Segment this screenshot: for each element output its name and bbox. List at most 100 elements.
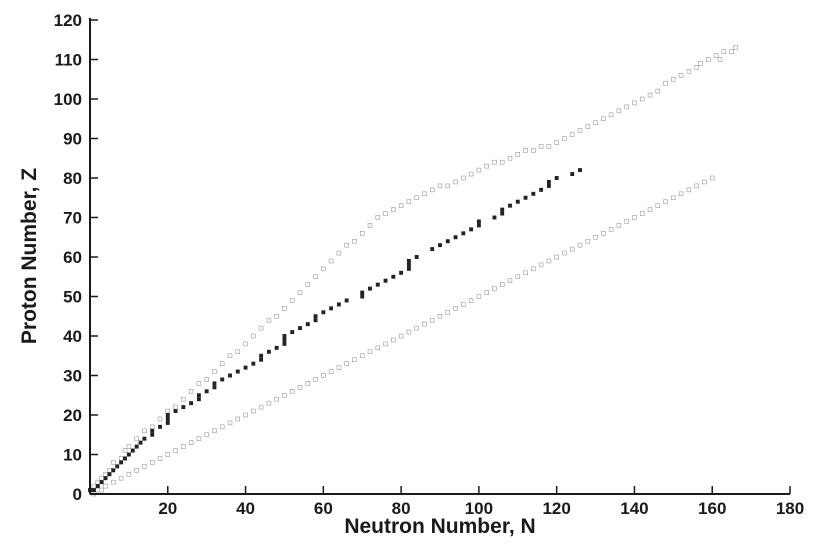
- known-nuclide-marker: [95, 479, 101, 485]
- known-nuclide-marker: [538, 262, 544, 268]
- known-nuclide-marker: [484, 290, 489, 295]
- y-tick-label: 0: [73, 485, 82, 504]
- known-nuclide-marker: [235, 416, 241, 422]
- known-nuclide-marker: [663, 80, 668, 86]
- stable-nuclide-marker: [445, 239, 450, 244]
- tick-layer: 20 40 60 80 100 120 140 160 180 0 10 20 30 40 50 60 70 80…: [54, 11, 805, 518]
- stable-nuclide-marker: [243, 365, 248, 370]
- known-nuclide-marker: [391, 337, 396, 343]
- stable-nuclide-marker: [430, 247, 435, 252]
- known-nuclide-marker: [608, 227, 614, 232]
- known-nuclide-marker: [515, 274, 521, 280]
- y-tick-label: 100: [54, 90, 82, 109]
- stable-nuclide-marker: [196, 393, 201, 398]
- known-nuclide-marker: [686, 69, 692, 74]
- known-nuclide-marker: [523, 148, 528, 153]
- known-nuclide-marker: [375, 215, 381, 220]
- known-nuclide-marker: [251, 408, 256, 414]
- stable-nuclide-marker: [329, 306, 334, 311]
- known-nuclide-marker: [562, 136, 567, 141]
- known-nuclide-marker: [227, 420, 233, 426]
- known-nuclide-marker: [678, 73, 684, 78]
- stable-nuclide-marker: [290, 330, 295, 335]
- known-nuclide-marker: [258, 404, 264, 410]
- stable-nuclide-marker: [158, 424, 162, 429]
- known-nuclide-marker: [313, 274, 318, 280]
- known-nuclide-marker: [103, 483, 108, 489]
- known-nuclide-marker: [274, 313, 279, 319]
- stable-nuclide-marker: [123, 456, 127, 461]
- y-tick-label: 20: [63, 406, 82, 425]
- known-nuclide-marker: [266, 317, 272, 323]
- known-nuclide-marker: [398, 333, 404, 339]
- stable-nuclide-marker: [130, 448, 135, 453]
- known-nuclide-marker: [507, 278, 513, 283]
- known-nuclide-marker: [157, 456, 163, 461]
- stable-nuclide-marker: [461, 231, 466, 236]
- known-nuclide-marker: [593, 120, 598, 125]
- stable-nuclide-marker: [181, 405, 186, 410]
- known-nuclide-marker: [531, 266, 536, 272]
- known-nuclide-marker: [219, 361, 225, 366]
- stable-nuclide-marker: [282, 337, 287, 342]
- known-nuclide-marker: [531, 148, 536, 153]
- known-nuclide-marker: [118, 475, 124, 481]
- x-tick-label: 160: [698, 499, 726, 518]
- known-nuclide-marker: [243, 412, 248, 418]
- stable-nuclide-marker: [95, 484, 100, 489]
- stable-nuclide-marker: [266, 349, 271, 354]
- known-nuclide-marker: [663, 199, 668, 204]
- stable-nuclide-marker: [523, 195, 528, 200]
- known-nuclide-marker: [165, 452, 171, 457]
- known-nuclide-marker: [321, 266, 326, 272]
- known-nuclide-marker: [328, 258, 334, 264]
- stable-nuclide-marker: [142, 436, 147, 441]
- known-nuclide-marker: [375, 345, 381, 351]
- known-nuclide-marker: [398, 203, 404, 208]
- known-nuclide-marker: [142, 428, 147, 434]
- known-nuclide-marker: [359, 353, 365, 359]
- x-tick-label: 120: [542, 499, 570, 518]
- stable-nuclide-marker: [321, 310, 326, 315]
- known-nuclide-marker: [585, 124, 591, 129]
- stable-nuclide-marker: [165, 413, 170, 417]
- known-nuclide-marker: [655, 88, 661, 94]
- known-nuclide-marker: [297, 290, 303, 295]
- known-nuclide-marker: [111, 479, 116, 485]
- stable-nuclide-marker: [476, 219, 481, 224]
- known-nuclide-marker: [414, 195, 419, 201]
- known-nuclide-marker: [686, 187, 692, 193]
- stable-nuclide-marker: [274, 345, 279, 350]
- known-nuclide-marker: [538, 144, 544, 149]
- known-nuclide-marker: [367, 349, 373, 355]
- stable-nuclide-marker: [406, 266, 411, 271]
- stable-nuclide-marker: [91, 488, 96, 493]
- known-nuclide-marker: [212, 369, 217, 374]
- y-tick-label: 10: [63, 446, 82, 465]
- known-nuclide-marker: [313, 377, 318, 382]
- known-nuclide-marker: [134, 436, 139, 441]
- known-nuclide-marker: [569, 132, 575, 137]
- stable-nuclide-marker: [469, 227, 474, 232]
- known-nuclide-marker: [134, 468, 139, 473]
- known-nuclide-marker: [188, 440, 194, 445]
- known-nuclide-marker: [99, 475, 104, 481]
- stable-nuclide-marker: [500, 207, 505, 212]
- known-nuclide-marker: [258, 325, 264, 331]
- known-nuclide-marker: [671, 76, 676, 82]
- known-nuclide-marker: [383, 211, 388, 216]
- stable-nuclide-marker: [189, 401, 194, 406]
- y-tick-label: 120: [54, 11, 82, 30]
- stable-nuclide-marker: [360, 290, 365, 295]
- stable-nuclide-marker: [204, 389, 209, 394]
- known-nuclide-marker: [515, 152, 521, 157]
- known-nuclide-marker: [173, 448, 178, 453]
- known-nuclide-marker: [188, 389, 194, 394]
- known-nuclide-marker: [422, 321, 427, 327]
- y-axis-label: Proton Number, Z: [18, 168, 41, 344]
- known-nuclide-marker: [406, 329, 412, 335]
- known-nuclide-marker: [569, 246, 575, 252]
- stable-nuclide-marker: [453, 235, 458, 240]
- known-nuclide-marker: [212, 428, 217, 434]
